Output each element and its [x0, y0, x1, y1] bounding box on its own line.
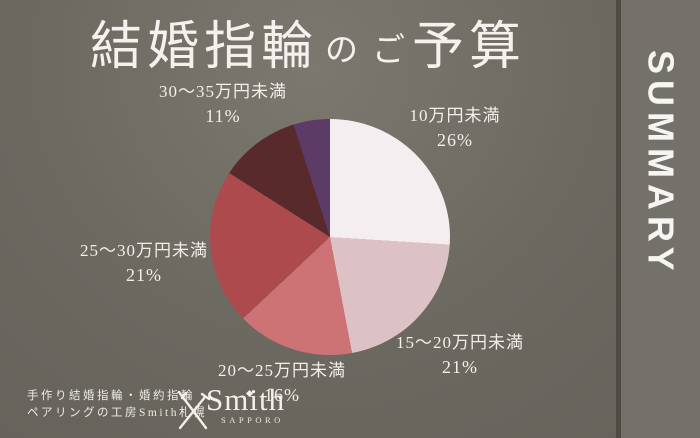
pie-label-pct: 16%	[264, 385, 300, 405]
pie-label-text: 30〜35万円未満	[159, 82, 287, 101]
pie-label-pct: 21%	[442, 357, 478, 377]
pie-chart	[210, 119, 450, 355]
pie-label-30-35: 30〜35万円未満 11%	[123, 80, 323, 128]
pie-label-text: 25〜30万円未満	[80, 241, 208, 260]
pie-label-20-25: 20〜25万円未満 16%	[182, 359, 382, 407]
pie-label-text: 15〜20万円未満	[396, 333, 524, 352]
logo-subtext: SAPPORO	[221, 415, 284, 425]
footer-line2: ペアリングの工房Smith札幌	[27, 407, 207, 419]
logo-wordmark: Smith	[206, 382, 286, 417]
pie-label-text: 10万円未満	[409, 106, 501, 125]
title-particle: の	[325, 33, 358, 69]
pie-label-15-20: 15〜20万円未満 21%	[360, 331, 560, 379]
sidebar-vertical-label: SUMMARY	[640, 50, 682, 277]
footer-line1: 手作り結婚指輪・婚約指輪	[27, 390, 195, 402]
smith-logo: Smith SAPPORO	[176, 382, 306, 434]
pie-label-pct: 26%	[437, 130, 473, 150]
footer-credit: 手作り結婚指輪・婚約指輪 ペアリングの工房Smith札幌	[27, 388, 207, 422]
title-segment: 予算	[412, 19, 527, 76]
pie-label-pct: 11%	[205, 106, 241, 126]
title-particle: ご	[372, 33, 405, 69]
pie-label-under-10: 10万円未満 26%	[355, 104, 555, 152]
pie-label-25-30: 25〜30万円未満 21%	[44, 239, 244, 287]
summary-slide: 結婚指輪のご予算 10万円未満 26% 15〜20万円未満 21% 20〜25万…	[0, 4, 616, 434]
page-title: 結婚指輪のご予算	[0, 4, 616, 79]
summary-sidebar: SUMMARY	[616, 0, 700, 438]
crossed-tools-icon	[177, 390, 211, 437]
pie-label-text: 20〜25万円未満	[218, 361, 346, 380]
title-segment: 結婚指輪	[89, 19, 318, 76]
pie-label-pct: 21%	[126, 265, 162, 285]
